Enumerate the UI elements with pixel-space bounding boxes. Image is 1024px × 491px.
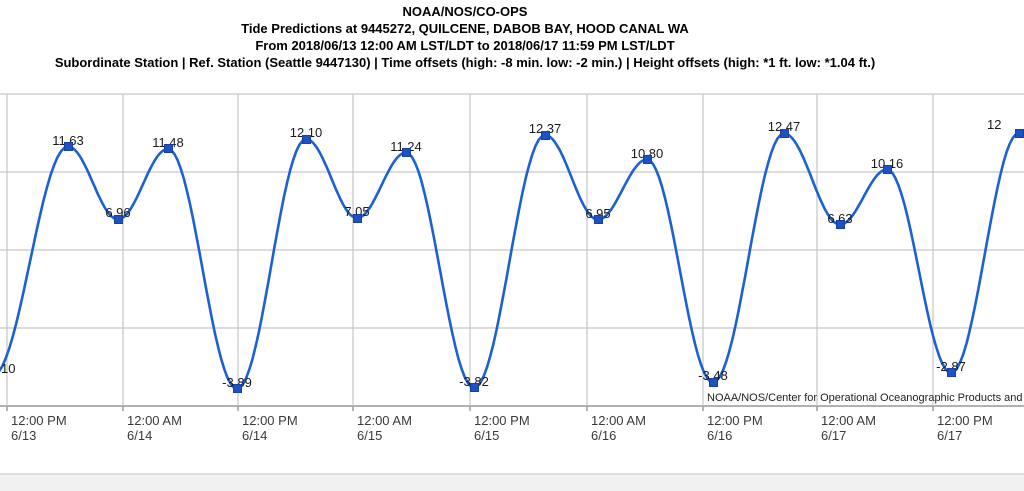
point-value-label: 6.95 — [585, 205, 611, 221]
x-axis-time-label: 12:00 PM — [474, 413, 530, 428]
point-value-label: 6.96 — [105, 205, 131, 221]
x-axis-date-label: 6/13 — [11, 428, 37, 443]
data-point-marker — [469, 383, 479, 393]
point-value-label: 11.48 — [152, 134, 184, 150]
data-point-marker — [593, 215, 603, 225]
data-point-marker — [708, 377, 718, 387]
data-point-marker — [401, 148, 411, 158]
point-value-label: 12.10 — [289, 125, 323, 141]
point-value-label: 6.63 — [827, 210, 853, 226]
x-axis-time-label: 12:00 AM — [127, 413, 182, 428]
clipped-point-value-label: 10 — [1, 361, 16, 376]
point-value-label: 10.16 — [870, 155, 904, 171]
x-axis-date-label: 6/15 — [474, 428, 500, 443]
point-value-label: 12.37 — [528, 121, 562, 137]
x-axis-date-label: 6/14 — [242, 428, 268, 443]
chart-header: NOAA/NOS/CO-OPS Tide Predictions at 9445… — [0, 3, 930, 71]
header-offsets-info: Subordinate Station | Ref. Station (Seat… — [54, 55, 876, 70]
watermark: NOAA/NOS/Center for Operational Oceanogr… — [707, 392, 1024, 404]
data-point-marker — [63, 142, 73, 152]
clipped-point-value-label: 12 — [987, 117, 1002, 132]
x-axis-date-label: 6/17 — [821, 428, 847, 443]
x-axis-time-label: 12:00 AM — [821, 413, 876, 428]
header-date-range: From 2018/06/13 12:00 AM LST/LDT to 2018… — [255, 38, 675, 53]
x-axis-date-label: 6/16 — [591, 428, 617, 443]
point-value-label: -3.48 — [698, 368, 728, 384]
x-axis-date-label: 6/14 — [127, 428, 153, 443]
x-axis-date-label: 6/15 — [357, 428, 383, 443]
data-point-marker — [882, 165, 892, 174]
x-axis-time-label: 12:00 AM — [591, 413, 646, 428]
data-point-marker — [835, 220, 845, 230]
x-axis-time-label: 12:00 PM — [11, 413, 67, 428]
data-point-marker — [163, 144, 173, 154]
x-axis-date-label: 6/17 — [937, 428, 963, 443]
data-point-marker — [232, 384, 242, 394]
data-point-marker — [301, 134, 311, 144]
data-point-marker — [113, 214, 123, 224]
point-value-label: 10.80 — [630, 145, 664, 161]
x-axis-time-label: 12:00 PM — [937, 413, 993, 428]
x-axis-time-label: 12:00 AM — [357, 413, 412, 428]
point-value-label: -3.89 — [222, 374, 252, 390]
data-point-marker — [540, 130, 550, 140]
x-axis-date-label: 6/16 — [707, 428, 733, 443]
header-agency: NOAA/NOS/CO-OPS — [402, 4, 528, 19]
tide-curve — [0, 131, 1021, 390]
data-point-marker — [352, 213, 362, 223]
data-point-marker — [946, 368, 956, 378]
point-value-label: -2.87 — [936, 358, 966, 374]
point-value-label: 11.63 — [52, 132, 84, 148]
point-value-label: 11.24 — [390, 138, 422, 154]
data-point-marker — [1014, 128, 1024, 138]
x-axis-time-label: 12:00 PM — [242, 413, 298, 428]
point-value-label: -3.82 — [459, 373, 489, 389]
data-point-marker — [779, 128, 789, 138]
point-value-label: 12.47 — [767, 119, 801, 135]
point-value-label: 7.05 — [344, 204, 370, 220]
x-axis-time-label: 12:00 PM — [707, 413, 763, 428]
header-station-title: Tide Predictions at 9445272, QUILCENE, D… — [241, 21, 689, 36]
horizontal-scrollbar[interactable] — [0, 473, 1024, 491]
data-point-marker — [642, 155, 652, 165]
